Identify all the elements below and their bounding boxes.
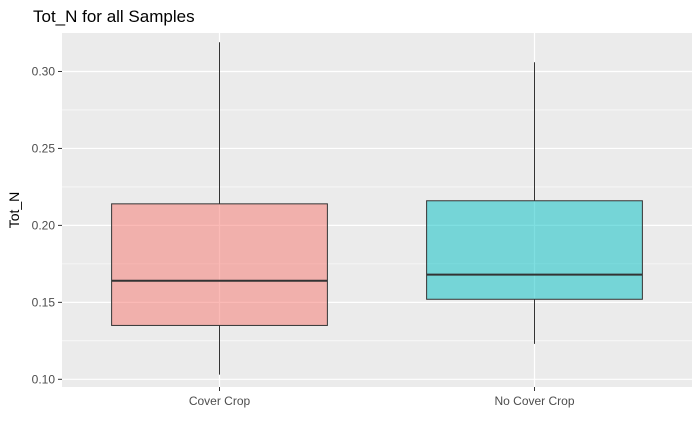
boxes — [111, 42, 643, 375]
box-body — [111, 203, 328, 326]
chart-title: Tot_N for all Samples — [33, 7, 195, 26]
x-tick-label: Cover Crop — [189, 394, 251, 408]
y-tick-label: 0.20 — [32, 218, 56, 232]
y-tick-label: 0.25 — [32, 141, 56, 155]
x-axis: Cover Crop No Cover Crop — [189, 387, 575, 408]
y-tick-label: 0.30 — [32, 64, 56, 78]
box-body — [426, 200, 643, 300]
y-axis-title: Tot_N — [6, 192, 22, 229]
y-tick-label: 0.15 — [32, 295, 56, 309]
x-tick-label: No Cover Crop — [494, 394, 574, 408]
box-0 — [111, 42, 328, 375]
box-1 — [426, 62, 643, 344]
y-axis: 0.10 0.15 0.20 0.25 0.30 — [32, 64, 62, 386]
y-tick-label: 0.10 — [32, 372, 56, 386]
